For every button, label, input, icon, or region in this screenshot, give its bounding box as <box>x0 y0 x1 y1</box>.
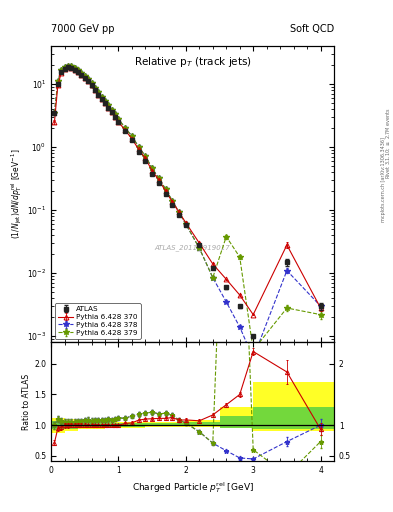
Text: Relative p$_T$ (track jets): Relative p$_T$ (track jets) <box>134 55 252 69</box>
Text: Rivet 3.1.10; $\geq$ 2.7M events: Rivet 3.1.10; $\geq$ 2.7M events <box>384 108 392 179</box>
Y-axis label: Ratio to ATLAS: Ratio to ATLAS <box>22 373 31 430</box>
Legend: ATLAS, Pythia 6.428 370, Pythia 6.428 378, Pythia 6.428 379: ATLAS, Pythia 6.428 370, Pythia 6.428 37… <box>55 303 141 339</box>
Text: 7000 GeV pp: 7000 GeV pp <box>51 24 115 34</box>
Text: mcplots.cern.ch [arXiv:1306.3436]: mcplots.cern.ch [arXiv:1306.3436] <box>381 137 386 222</box>
Y-axis label: $(1/N_\mathrm{jet})dN/dp_T^\mathrm{rel}$ [GeV$^{-1}$]: $(1/N_\mathrm{jet})dN/dp_T^\mathrm{rel}$… <box>10 149 24 240</box>
X-axis label: Charged Particle $p_T^{\rm rel}$ [GeV]: Charged Particle $p_T^{\rm rel}$ [GeV] <box>132 480 253 495</box>
Text: ATLAS_2011_I919017: ATLAS_2011_I919017 <box>155 244 230 251</box>
Text: Soft QCD: Soft QCD <box>290 24 334 34</box>
